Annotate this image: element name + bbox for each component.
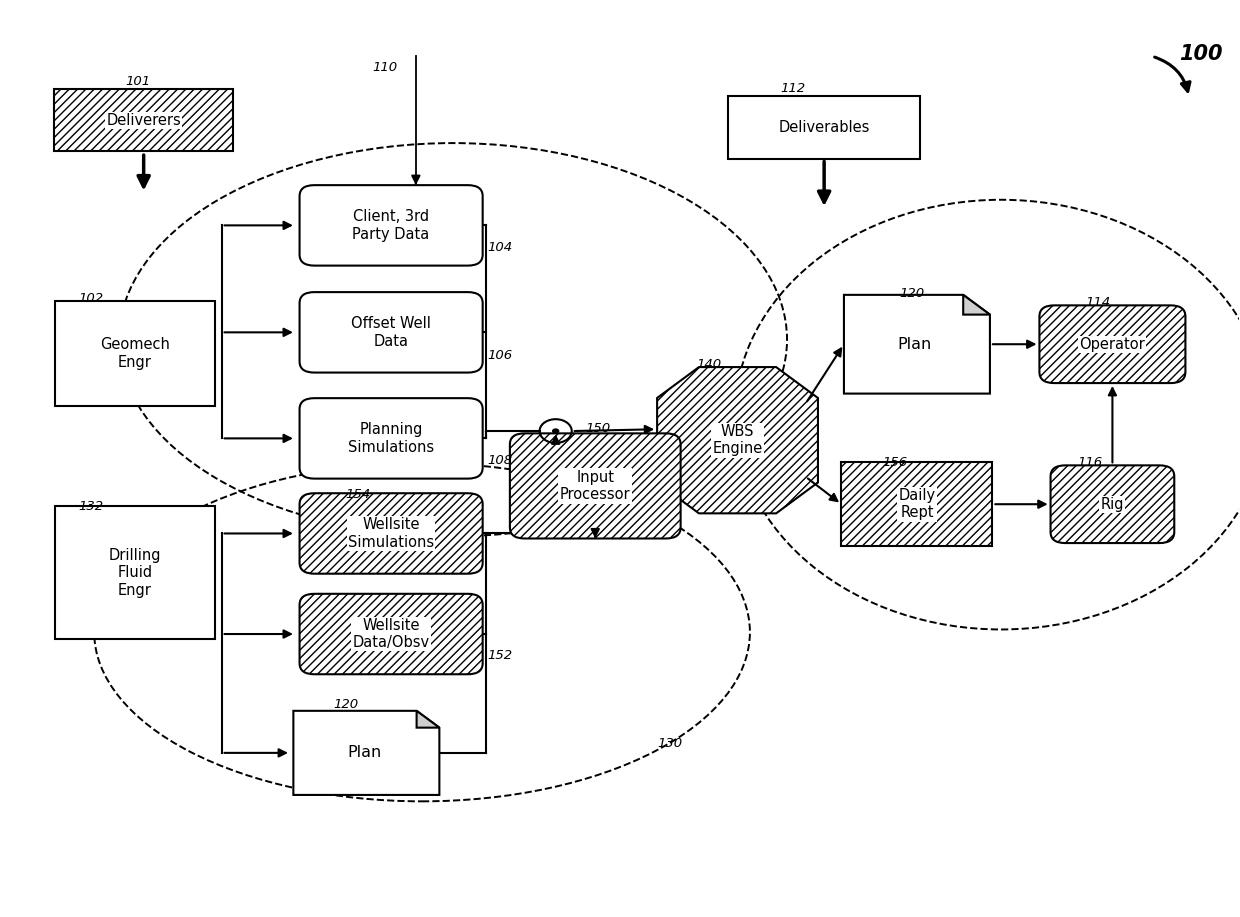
- Text: 156: 156: [883, 456, 908, 469]
- FancyBboxPatch shape: [300, 185, 482, 266]
- Text: 152: 152: [487, 648, 513, 662]
- Circle shape: [552, 428, 559, 434]
- FancyBboxPatch shape: [510, 434, 681, 538]
- FancyBboxPatch shape: [300, 594, 482, 674]
- Polygon shape: [657, 367, 818, 514]
- Text: 132: 132: [78, 500, 103, 513]
- Text: Input
Processor: Input Processor: [560, 470, 631, 503]
- Text: 120: 120: [899, 287, 925, 300]
- Text: Wellsite
Data/Obsv: Wellsite Data/Obsv: [352, 618, 430, 650]
- Text: 104: 104: [487, 241, 513, 254]
- Text: WBS
Engine: WBS Engine: [713, 424, 763, 457]
- Text: 140: 140: [697, 358, 722, 371]
- Text: 114: 114: [1085, 296, 1110, 309]
- FancyBboxPatch shape: [55, 506, 216, 639]
- Polygon shape: [417, 711, 439, 728]
- Polygon shape: [963, 295, 990, 315]
- FancyBboxPatch shape: [1039, 305, 1185, 383]
- FancyBboxPatch shape: [728, 96, 920, 159]
- Text: Geomech
Engr: Geomech Engr: [100, 337, 170, 370]
- Text: 120: 120: [334, 698, 358, 711]
- Text: Planning
Simulations: Planning Simulations: [348, 422, 434, 455]
- FancyBboxPatch shape: [842, 462, 992, 547]
- Text: 154: 154: [345, 488, 371, 501]
- FancyBboxPatch shape: [55, 89, 233, 151]
- FancyBboxPatch shape: [300, 493, 482, 574]
- Text: 108: 108: [487, 454, 513, 467]
- FancyBboxPatch shape: [300, 398, 482, 479]
- Text: 106: 106: [487, 348, 513, 362]
- Text: Rig: Rig: [1101, 497, 1125, 512]
- Text: 100: 100: [1179, 44, 1223, 64]
- Text: 110: 110: [372, 61, 398, 73]
- Text: 112: 112: [781, 82, 806, 94]
- Text: Deliverers: Deliverers: [107, 113, 181, 127]
- Text: Wellsite
Simulations: Wellsite Simulations: [348, 517, 434, 549]
- Text: Operator: Operator: [1080, 337, 1146, 352]
- FancyBboxPatch shape: [55, 301, 216, 406]
- Text: Plan: Plan: [347, 746, 381, 760]
- Text: Drilling
Fluid
Engr: Drilling Fluid Engr: [109, 547, 161, 598]
- Text: 150: 150: [585, 422, 610, 435]
- Text: Deliverables: Deliverables: [779, 120, 869, 135]
- Text: Client, 3rd
Party Data: Client, 3rd Party Data: [352, 209, 430, 241]
- Polygon shape: [294, 711, 439, 795]
- Polygon shape: [844, 295, 990, 393]
- Text: 130: 130: [657, 737, 682, 750]
- Text: Plan: Plan: [897, 337, 931, 352]
- FancyBboxPatch shape: [300, 293, 482, 372]
- Text: 116: 116: [1078, 456, 1102, 469]
- Text: 102: 102: [78, 293, 103, 305]
- Text: Offset Well
Data: Offset Well Data: [351, 316, 432, 348]
- Text: Daily
Rept: Daily Rept: [898, 488, 935, 521]
- Text: 101: 101: [125, 74, 150, 87]
- FancyBboxPatch shape: [1050, 465, 1174, 543]
